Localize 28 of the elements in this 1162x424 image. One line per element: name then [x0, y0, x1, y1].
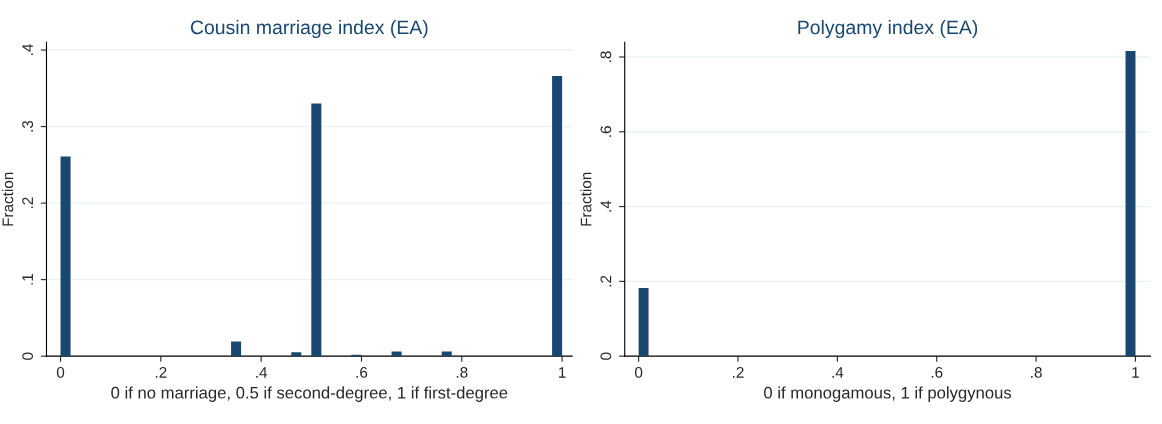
y-tick-label: 0 — [600, 352, 612, 360]
x-tick-label: .8 — [1031, 366, 1042, 378]
x-tick-label: 0 — [634, 366, 643, 378]
y-tick-label: .1 — [22, 274, 33, 285]
x-tick-label: .6 — [931, 366, 943, 378]
x-tick-label: .4 — [256, 367, 268, 378]
y-tick-label: .6 — [600, 126, 612, 137]
x-tick-label: .8 — [456, 366, 468, 378]
y-tick-label: .2 — [600, 275, 612, 287]
y-tick-label: .4 — [22, 44, 33, 56]
y-tick-label: .8 — [600, 51, 612, 62]
x-tick-label: .6 — [356, 366, 368, 378]
y-tick-label: .4 — [600, 200, 612, 212]
x-tick-label: 1 — [559, 367, 566, 378]
chart-title: Polygamy index (EA) — [798, 19, 978, 39]
x-axis-title: 0 if no marriage, 0.5 if second-degree, 1 if first-degree — [111, 386, 508, 402]
x-tick-label: 0 — [56, 366, 65, 378]
x-tick-label: .2 — [155, 366, 167, 378]
x-tick-label: 1 — [1132, 367, 1139, 378]
chart-title: Cousin marriage index (EA) — [190, 19, 428, 39]
x-axis-title: 0 if monogamous, 1 if polygynous — [764, 386, 1012, 402]
y-tick-label: .3 — [22, 120, 34, 132]
y-axis-title: Fraction — [580, 172, 592, 226]
y-axis-title: Fraction — [2, 172, 14, 226]
x-tick-label: .4 — [832, 367, 844, 378]
x-tick-label: .2 — [733, 366, 744, 378]
y-tick-label: .2 — [22, 197, 33, 209]
y-tick-label: 0 — [22, 352, 34, 360]
